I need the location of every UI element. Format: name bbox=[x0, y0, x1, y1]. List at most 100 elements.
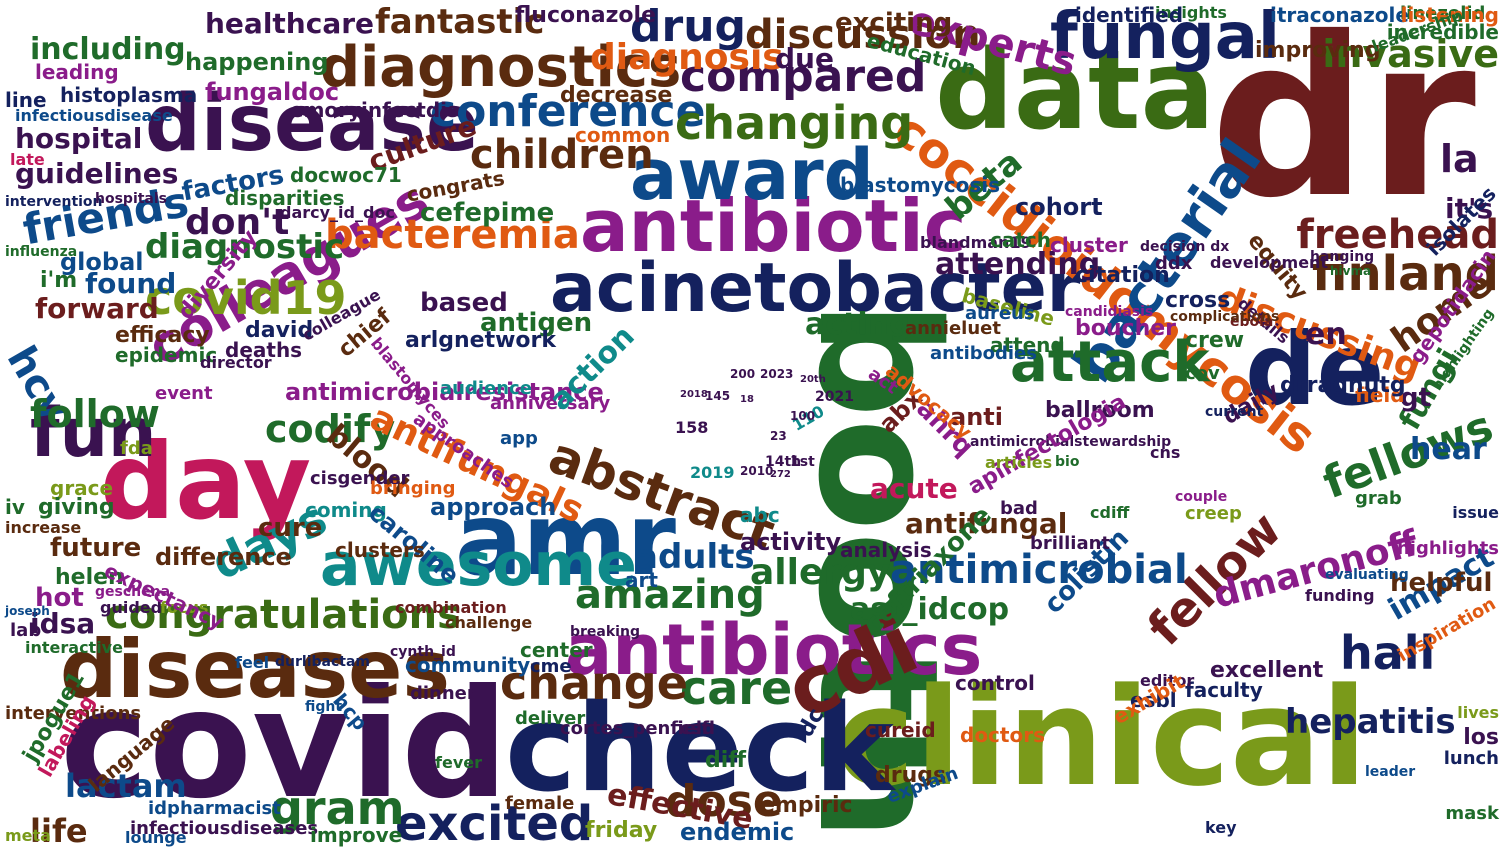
cloud-word: antimicrobial bbox=[890, 547, 1188, 593]
cloud-word: allergy bbox=[750, 552, 891, 593]
cloud-word: influenza bbox=[5, 244, 78, 260]
cloud-word: found bbox=[85, 267, 177, 300]
cloud-word: conference bbox=[430, 86, 706, 137]
cloud-word: 23 bbox=[770, 429, 787, 443]
cloud-word: 2010 bbox=[740, 464, 774, 478]
cloud-word: antibiotic bbox=[580, 184, 967, 268]
cloud-word: analysis bbox=[840, 538, 932, 562]
cloud-word: esbl bbox=[1130, 688, 1177, 712]
cloud-word: bacteremia bbox=[325, 212, 580, 258]
cloud-word: field bbox=[1355, 383, 1405, 407]
cloud-word: cohort bbox=[1015, 193, 1103, 221]
cloud-word: hospital bbox=[15, 122, 143, 155]
cloud-word: ast_idcop bbox=[850, 592, 1010, 627]
cloud-word: dr bbox=[1210, 0, 1476, 246]
cloud-word: decrease bbox=[560, 83, 673, 108]
cloud-word: excellent bbox=[1210, 658, 1324, 683]
cloud-word: female bbox=[505, 793, 575, 814]
cloud-word: cdiff bbox=[1090, 503, 1130, 522]
cloud-word: 2019 bbox=[690, 463, 735, 482]
cloud-word: i'm bbox=[40, 268, 78, 293]
cloud-word: difference bbox=[155, 543, 292, 571]
cloud-word: blandman19 bbox=[920, 233, 1032, 252]
cloud-word: adults bbox=[635, 537, 755, 577]
cloud-word: cureid bbox=[865, 718, 936, 742]
cloud-word: key bbox=[1205, 818, 1237, 837]
cloud-word: idpharmacist bbox=[148, 798, 281, 819]
cloud-word: editor bbox=[1140, 671, 1195, 690]
cloud-word: 20th bbox=[800, 374, 826, 385]
cloud-word: dinner bbox=[410, 683, 476, 704]
cloud-word: aureus bbox=[965, 303, 1035, 324]
cloud-word: happening bbox=[185, 48, 329, 76]
cloud-word: issue bbox=[1452, 503, 1499, 522]
cloud-word: david bbox=[245, 318, 314, 343]
cloud-word: including bbox=[30, 32, 186, 67]
cloud-word: challenge bbox=[445, 613, 533, 632]
cloud-word: congratulations bbox=[105, 592, 461, 638]
cloud-word: coming bbox=[305, 498, 387, 522]
cloud-word: los bbox=[1463, 725, 1499, 750]
cloud-word: bio bbox=[1055, 454, 1080, 470]
cloud-word: 2021 bbox=[815, 389, 854, 405]
cloud-word: de bbox=[1245, 311, 1385, 428]
cloud-word: 158 bbox=[675, 418, 709, 437]
cloud-word: activity bbox=[740, 528, 842, 556]
cloud-word: anti bbox=[950, 403, 1003, 431]
cloud-word: award bbox=[630, 134, 874, 216]
cloud-word: linezolid bbox=[1400, 3, 1486, 24]
cloud-word: director bbox=[200, 353, 272, 372]
cloud-word: friday bbox=[585, 818, 658, 843]
cloud-word: covid bbox=[60, 658, 509, 832]
cloud-word: annieluet bbox=[905, 318, 1001, 339]
cloud-word: diagnostics bbox=[320, 35, 682, 100]
cloud-word: en bbox=[1305, 317, 1347, 352]
cloud-word: lactam bbox=[65, 767, 187, 805]
cloud-word: antifungal bbox=[905, 507, 1068, 540]
cloud-word: helen bbox=[55, 565, 124, 590]
cloud-word: cov bbox=[1185, 363, 1220, 384]
cloud-word: drraghutg bbox=[1280, 373, 1406, 398]
cloud-word: crew bbox=[1185, 328, 1245, 353]
cloud-word: lounge bbox=[125, 828, 187, 847]
cloud-word: dose bbox=[665, 776, 783, 827]
cloud-word: children bbox=[470, 132, 654, 178]
cloud-word: giving bbox=[38, 495, 115, 520]
cloud-word: guidelines bbox=[15, 157, 179, 190]
cloud-word: ballroom bbox=[1045, 398, 1155, 423]
cloud-word: cme bbox=[530, 656, 572, 677]
cloud-word: meta bbox=[5, 826, 51, 845]
cloud-word: bad bbox=[1000, 498, 1038, 519]
cloud-word: codify bbox=[265, 407, 396, 451]
cloud-word: itraconazole bbox=[1270, 3, 1409, 27]
cloud-word: la bbox=[1440, 137, 1479, 181]
cloud-word: infectiousdiseases bbox=[130, 818, 319, 839]
cloud-word: attending bbox=[935, 247, 1101, 282]
cloud-word: app bbox=[500, 428, 538, 449]
cloud-word: day bbox=[100, 421, 312, 543]
cloud-word: increase bbox=[5, 518, 82, 537]
cloud-word: drugs bbox=[875, 763, 947, 788]
cloud-word: life bbox=[30, 812, 88, 849]
cloud-word: excited bbox=[395, 796, 594, 849]
cloud-word: future bbox=[50, 533, 142, 563]
cloud-word: couple bbox=[1175, 489, 1228, 505]
cloud-word: identified bbox=[1075, 3, 1184, 27]
cloud-word: hot bbox=[35, 583, 84, 613]
cloud-word: iv bbox=[5, 495, 25, 519]
cloud-word: cynth_id bbox=[390, 644, 456, 660]
cloud-word: hear bbox=[1410, 432, 1487, 467]
cloud-word: lunch bbox=[1443, 748, 1499, 769]
cloud-word: cure bbox=[258, 513, 323, 543]
cloud-word: based bbox=[420, 288, 508, 318]
cloud-word: awesome bbox=[320, 530, 637, 600]
cloud-word: grace bbox=[50, 476, 114, 500]
cloud-word: leading bbox=[35, 60, 119, 84]
cloud-word: breaking bbox=[570, 624, 640, 640]
cloud-word: fda bbox=[120, 438, 153, 459]
cloud-word: acinetobacter bbox=[550, 249, 1081, 328]
cloud-word: ddx bbox=[1155, 253, 1193, 274]
cloud-word: efficacy bbox=[115, 323, 210, 348]
cloud-word: bringing bbox=[370, 478, 456, 499]
cloud-word: fungaldoc bbox=[205, 78, 340, 106]
